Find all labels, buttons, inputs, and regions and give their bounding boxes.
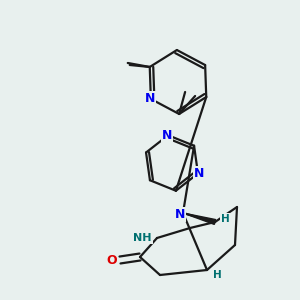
Text: N: N — [175, 208, 185, 220]
Text: H: H — [220, 214, 230, 224]
Text: N: N — [194, 167, 204, 180]
Text: H: H — [213, 270, 221, 280]
Text: NH: NH — [134, 233, 152, 243]
Text: N: N — [162, 129, 172, 142]
Text: O: O — [106, 254, 117, 268]
Polygon shape — [183, 213, 216, 224]
Text: N: N — [145, 92, 155, 106]
